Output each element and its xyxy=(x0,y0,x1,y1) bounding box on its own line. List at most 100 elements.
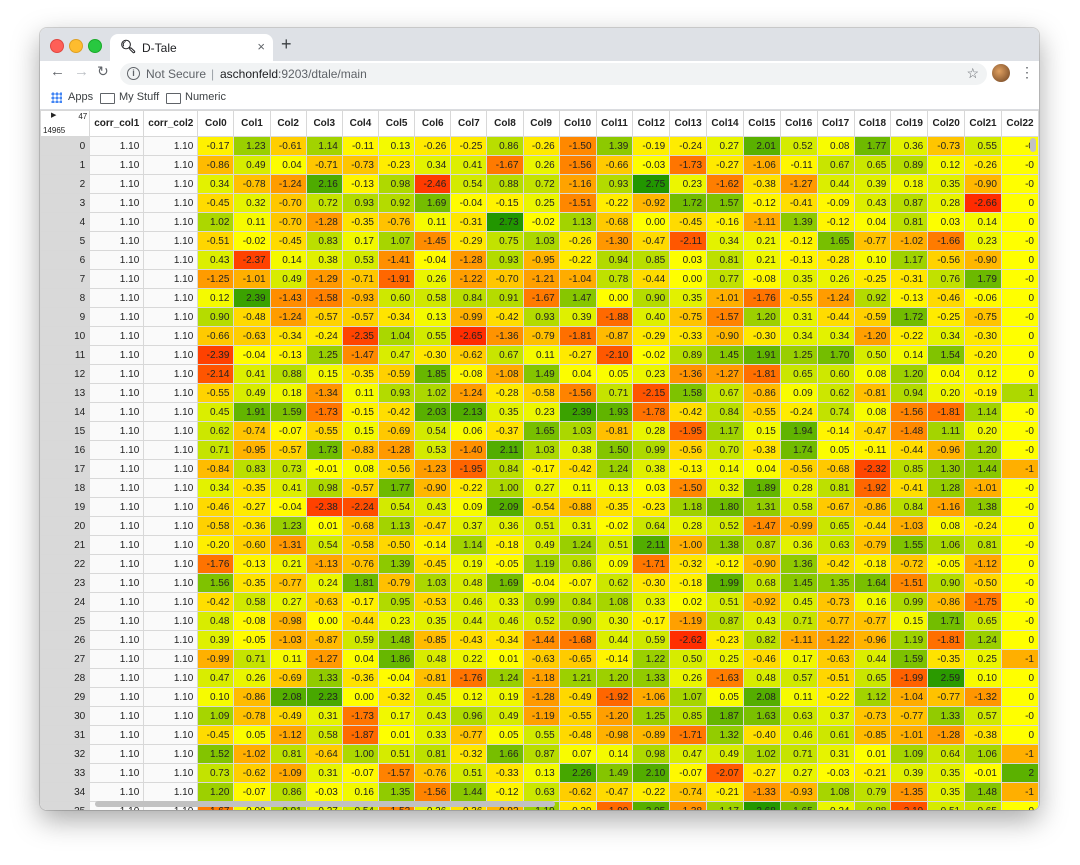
table-cell[interactable]: -0 xyxy=(1000,592,1039,612)
table-cell[interactable]: 0.00 xyxy=(305,611,343,631)
table-cell[interactable]: -1.25 xyxy=(197,269,235,289)
table-row[interactable]: 25 1.10 1.10 0.48 -0.08 -0.98 0.00 -0.44 0.23 0.3… xyxy=(40,611,1039,631)
table-cell[interactable]: 1.24 xyxy=(595,459,634,479)
table-cell[interactable]: 1.10 xyxy=(143,592,199,612)
table-cell[interactable]: 0.25 xyxy=(706,649,744,669)
table-cell[interactable]: 2.59 xyxy=(927,668,966,688)
table-cell[interactable]: 0.08 xyxy=(341,459,380,479)
reload-icon[interactable]: ↻ xyxy=(97,63,109,79)
table-cell[interactable]: 0.86 xyxy=(558,554,597,574)
column-header[interactable]: Col21 xyxy=(964,110,1002,137)
table-cell[interactable]: -0.90 xyxy=(706,326,744,346)
table-cell[interactable]: 0.35 xyxy=(486,402,524,422)
table-cell[interactable]: 0.38 xyxy=(305,250,343,270)
table-cell[interactable]: -0.58 xyxy=(522,383,560,403)
table-cell[interactable]: 1.25 xyxy=(305,345,343,365)
table-cell[interactable]: -0.20 xyxy=(964,345,1002,365)
table-cell[interactable]: -1.51 xyxy=(890,573,929,593)
table-cell[interactable]: -0.56 xyxy=(669,440,708,460)
table-cell[interactable]: 1.10 xyxy=(143,668,199,688)
column-header[interactable]: Col3 xyxy=(305,110,343,137)
table-cell[interactable]: 0.81 xyxy=(816,478,855,498)
table-row[interactable]: 20 1.10 1.10 -0.58 -0.36 1.23 0.01 -0.68 1.13 -0.… xyxy=(40,516,1039,536)
table-cell[interactable]: -1.90 xyxy=(595,801,634,810)
table-cell[interactable]: 0.04 xyxy=(558,364,597,384)
table-cell[interactable]: -0.95 xyxy=(522,250,560,270)
table-cell[interactable]: -0.24 xyxy=(779,402,818,422)
table-cell[interactable]: -0.18 xyxy=(853,554,892,574)
table-cell[interactable]: 0.58 xyxy=(305,725,343,745)
table-cell[interactable]: -0.17 xyxy=(632,611,671,631)
table-cell[interactable]: 0.53 xyxy=(414,440,452,460)
table-cell[interactable]: -1.76 xyxy=(742,288,781,308)
table-cell[interactable]: 0.36 xyxy=(890,136,929,156)
table-cell[interactable]: -0.25 xyxy=(927,307,966,327)
table-cell[interactable]: 2.13 xyxy=(450,402,488,422)
table-cell[interactable]: 0.87 xyxy=(706,611,744,631)
table-cell[interactable]: -0.12 xyxy=(779,231,818,251)
menu-arrow-icon[interactable]: ▶ xyxy=(51,112,57,119)
table-cell[interactable]: -1.92 xyxy=(853,478,892,498)
table-cell[interactable]: 0.88 xyxy=(269,364,307,384)
table-cell[interactable]: -2.62 xyxy=(669,630,708,650)
table-cell[interactable]: 0.35 xyxy=(414,611,452,631)
table-cell[interactable]: -0.04 xyxy=(450,193,488,213)
table-cell[interactable]: 1.10 xyxy=(89,497,145,517)
table-cell[interactable]: 0.11 xyxy=(414,212,452,232)
table-cell[interactable]: -1.28 xyxy=(450,250,488,270)
table-cell[interactable]: -0.04 xyxy=(269,497,307,517)
table-cell[interactable]: 0.45 xyxy=(779,592,818,612)
table-cell[interactable]: -1.00 xyxy=(669,535,708,555)
table-cell[interactable]: -0.42 xyxy=(816,554,855,574)
forward-arrow-icon[interactable]: → xyxy=(74,63,89,80)
table-cell[interactable]: -0.22 xyxy=(595,193,634,213)
table-cell[interactable]: 1.10 xyxy=(89,421,145,441)
table-cell[interactable]: 0.11 xyxy=(233,212,271,232)
table-cell[interactable]: 1.19 xyxy=(890,630,929,650)
table-row[interactable]: 12 1.10 1.10 -2.14 0.41 0.88 0.15 -0.35 -0.59 1.8… xyxy=(40,364,1039,384)
table-cell[interactable]: 1.25 xyxy=(632,706,671,726)
table-cell[interactable]: 0.49 xyxy=(486,706,524,726)
table-cell[interactable]: -1.24 xyxy=(269,307,307,327)
table-cell[interactable]: -0.77 xyxy=(927,687,966,707)
table-cell[interactable]: -0.43 xyxy=(450,630,488,650)
table-cell[interactable]: 2.39 xyxy=(233,288,271,308)
table-cell[interactable]: -0.35 xyxy=(341,212,380,232)
table-row[interactable]: 29 1.10 1.10 0.10 -0.86 2.08 2.23 0.00 -0.32 0.45… xyxy=(40,687,1039,707)
table-cell[interactable]: -0.98 xyxy=(595,725,634,745)
table-cell[interactable]: 0.84 xyxy=(890,497,929,517)
table-cell[interactable]: -0.63 xyxy=(816,649,855,669)
table-cell[interactable]: -0.03 xyxy=(305,782,343,802)
table-cell[interactable]: -0.57 xyxy=(341,478,380,498)
table-cell[interactable]: 1.06 xyxy=(964,744,1002,764)
table-cell[interactable]: 1.10 xyxy=(89,725,145,745)
table-cell[interactable]: -1.88 xyxy=(595,307,634,327)
table-cell[interactable]: -1.87 xyxy=(341,725,380,745)
table-cell[interactable]: 0.13 xyxy=(414,307,452,327)
table-cell[interactable]: -0.07 xyxy=(269,421,307,441)
table-row[interactable]: 5 1.10 1.10 -0.51 -0.02 -0.45 0.83 0.17 1.07 -1.4… xyxy=(40,231,1039,251)
table-cell[interactable]: 0.93 xyxy=(377,383,416,403)
table-cell[interactable]: -1.48 xyxy=(890,421,929,441)
table-cell[interactable]: -0.11 xyxy=(779,155,818,175)
table-cell[interactable]: 0.63 xyxy=(522,782,560,802)
table-cell[interactable]: -0.86 xyxy=(853,497,892,517)
table-cell[interactable]: 0 xyxy=(1000,668,1039,688)
table-cell[interactable]: 0.18 xyxy=(269,383,307,403)
table-cell[interactable]: 1.10 xyxy=(89,174,145,194)
table-cell[interactable]: -0.30 xyxy=(964,326,1002,346)
table-cell[interactable]: -0.29 xyxy=(450,231,488,251)
table-cell[interactable]: 0.51 xyxy=(450,763,488,783)
table-cell[interactable]: -0 xyxy=(1000,231,1039,251)
table-cell[interactable]: 0.15 xyxy=(890,611,929,631)
table-cell[interactable]: 1.10 xyxy=(143,478,199,498)
table-cell[interactable]: 1.80 xyxy=(706,497,744,517)
table-cell[interactable]: 1.19 xyxy=(522,554,560,574)
table-cell[interactable]: 1.91 xyxy=(233,402,271,422)
table-cell[interactable]: 0.48 xyxy=(414,649,452,669)
table-cell[interactable]: -0.14 xyxy=(816,421,855,441)
table-cell[interactable]: 1.36 xyxy=(779,554,818,574)
table-cell[interactable]: 1.59 xyxy=(269,402,307,422)
column-header[interactable]: Col9 xyxy=(522,110,560,137)
table-cell[interactable]: -1.76 xyxy=(450,668,488,688)
